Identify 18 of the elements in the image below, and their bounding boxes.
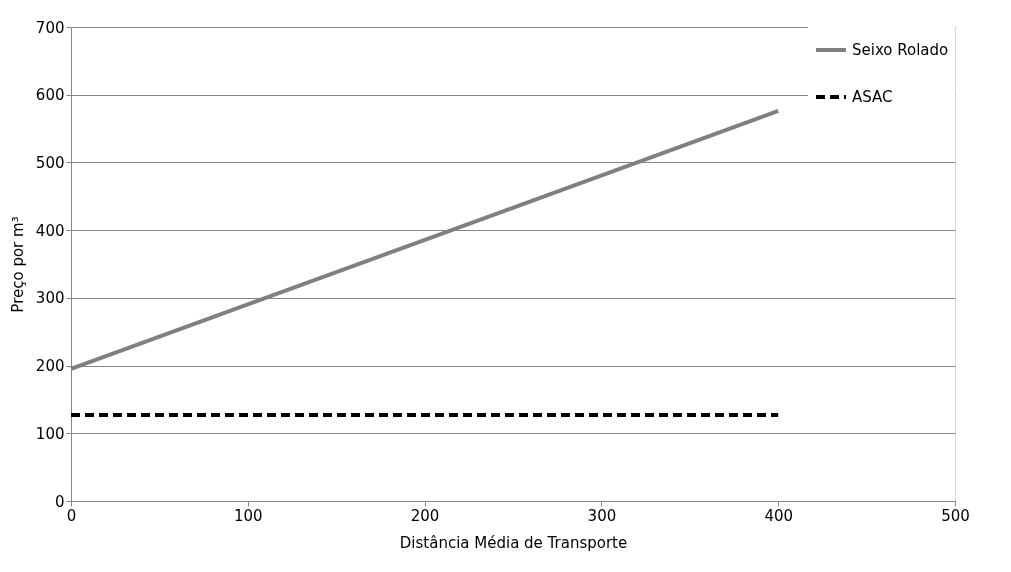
- x-tick-label: 0: [66, 506, 77, 525]
- y-tick-label: 700: [35, 18, 65, 37]
- y-tick-label: 300: [35, 289, 65, 308]
- y-tick-label: 600: [35, 86, 65, 105]
- y-axis-title: Preço por m³: [8, 216, 27, 313]
- y-tick-label: 400: [35, 221, 65, 240]
- x-tick-label: 400: [764, 506, 794, 525]
- x-axis-title: Distância Média de Transporte: [399, 533, 628, 552]
- x-tick-label: 300: [587, 506, 617, 525]
- y-tick-label: 100: [35, 424, 65, 443]
- legend-label: ASAC: [852, 88, 893, 106]
- legend-label: Seixo Rolado: [852, 41, 949, 59]
- x-tick-label: 100: [233, 506, 263, 525]
- x-tick-label: 500: [941, 506, 970, 525]
- y-tick-label: 500: [35, 153, 65, 172]
- y-tick-label: 200: [35, 357, 65, 376]
- y-tick-label: 0: [54, 492, 65, 511]
- x-tick-label: 200: [410, 506, 440, 525]
